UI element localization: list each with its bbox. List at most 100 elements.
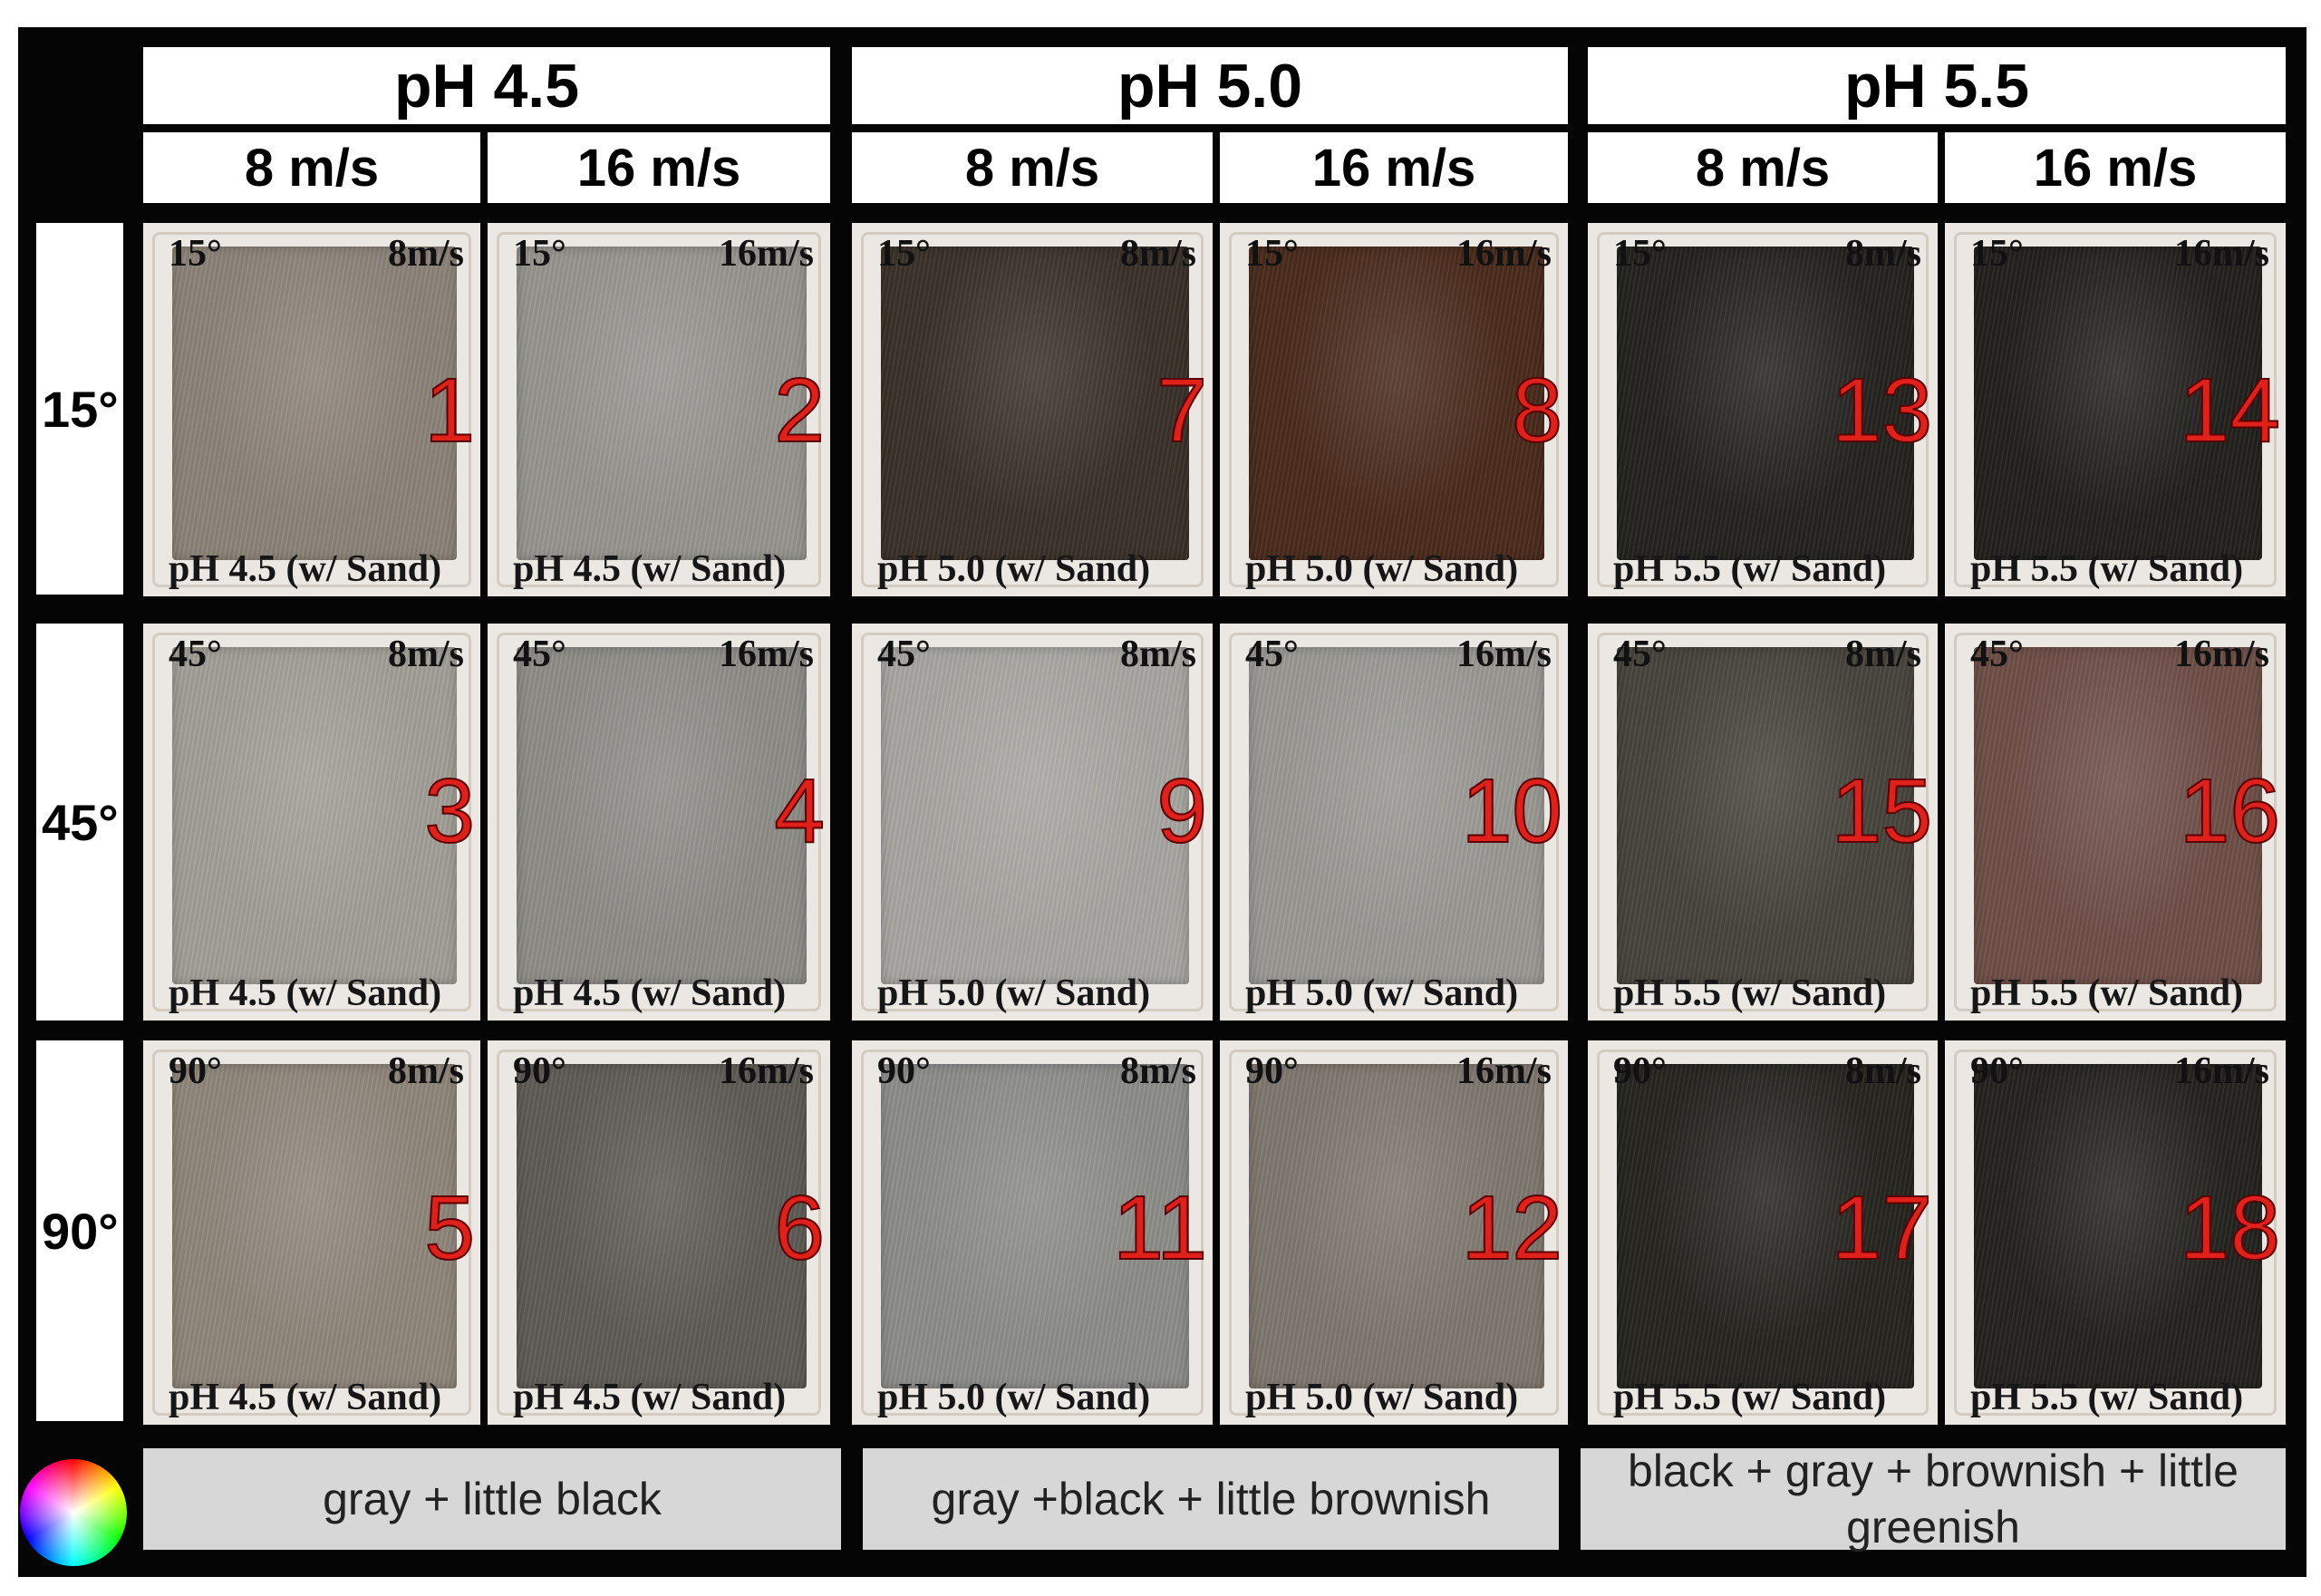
speed-header: 8 m/s [143, 132, 480, 203]
sample-number: 15 [1831, 759, 1933, 863]
photo-speed-label: 8m/s [388, 1050, 464, 1092]
sample-coupon [1974, 247, 2262, 560]
sample-photo: 45° 16m/s pH 5.5 (w/ Sand) 16 [1945, 624, 2286, 1020]
sample-photo: 15° 8m/s pH 4.5 (w/ Sand) 1 [143, 223, 480, 596]
sample-photo: 45° 8m/s pH 4.5 (w/ Sand) 3 [143, 624, 480, 1020]
description-box: black + gray + brownish + little greenis… [1581, 1446, 2286, 1552]
sample-photo: 90° 8m/s pH 5.5 (w/ Sand) 17 [1588, 1040, 1938, 1425]
sample-frame [861, 232, 1204, 587]
sample-photo: 15° 16m/s pH 5.5 (w/ Sand) 14 [1945, 223, 2286, 596]
ph-header: pH 5.0 [852, 47, 1568, 124]
ph-header: pH 5.5 [1588, 47, 2286, 124]
sample-number: 6 [773, 1176, 826, 1280]
photo-sample-label: pH 5.5 (w/ Sand) [1970, 972, 2244, 1014]
photo-speed-label: 8m/s [1845, 634, 1921, 675]
photo-sample-label: pH 4.5 (w/ Sand) [169, 1377, 442, 1418]
photo-angle-label: 90° [877, 1050, 931, 1092]
photo-sample-label: pH 5.5 (w/ Sand) [1970, 548, 2244, 590]
speed-header: 8 m/s [1588, 132, 1938, 203]
sample-frame [1597, 1049, 1929, 1416]
photo-angle-label: 45° [1613, 634, 1667, 675]
angle-header: 90° [36, 1040, 123, 1421]
photo-sample-label: pH 4.5 (w/ Sand) [169, 548, 442, 590]
sample-frame [497, 1049, 821, 1416]
sample-number: 2 [773, 359, 826, 462]
sample-coupon [172, 647, 457, 984]
photo-sample-label: pH 5.0 (w/ Sand) [1245, 1377, 1519, 1418]
sample-number: 16 [2179, 759, 2281, 863]
sample-number: 4 [773, 759, 826, 863]
photo-angle-label: 15° [1613, 233, 1667, 275]
sample-coupon [881, 1064, 1189, 1388]
photo-speed-label: 16m/s [1456, 634, 1552, 675]
sample-frame [1597, 232, 1929, 587]
sample-number: 9 [1156, 759, 1208, 863]
photo-angle-label: 90° [513, 1050, 566, 1092]
sample-coupon [1617, 247, 1914, 560]
sample-coupon [1617, 1064, 1914, 1388]
sample-number: 5 [423, 1176, 476, 1280]
photo-angle-label: 90° [1613, 1050, 1667, 1092]
sample-photo: 45° 8m/s pH 5.5 (w/ Sand) 15 [1588, 624, 1938, 1020]
sample-number: 12 [1461, 1176, 1563, 1280]
sample-number: 8 [1511, 359, 1563, 462]
photo-sample-label: pH 4.5 (w/ Sand) [513, 1377, 787, 1418]
sample-frame [1229, 633, 1559, 1011]
sample-photo: 15° 8m/s pH 5.5 (w/ Sand) 13 [1588, 223, 1938, 596]
description-box: gray + little black [143, 1448, 841, 1550]
photo-sample-label: pH 5.0 (w/ Sand) [877, 1377, 1151, 1418]
angle-header: 15° [36, 223, 123, 595]
sample-coupon [172, 247, 457, 560]
sample-coupon [517, 1064, 807, 1388]
sample-photo: 90° 16m/s pH 4.5 (w/ Sand) 6 [488, 1040, 830, 1425]
photo-sample-label: pH 5.0 (w/ Sand) [1245, 972, 1519, 1014]
photo-sample-label: pH 4.5 (w/ Sand) [513, 548, 787, 590]
sample-photo: 90° 8m/s pH 5.0 (w/ Sand) 11 [852, 1040, 1213, 1425]
photo-angle-label: 45° [169, 634, 222, 675]
photo-speed-label: 8m/s [388, 634, 464, 675]
sample-frame [861, 1049, 1204, 1416]
sample-frame [1954, 232, 2277, 587]
photo-angle-label: 15° [513, 233, 566, 275]
sample-coupon [1617, 647, 1914, 984]
sample-photo: 15° 8m/s pH 5.0 (w/ Sand) 7 [852, 223, 1213, 596]
sample-coupon [881, 247, 1189, 560]
photo-sample-label: pH 5.5 (w/ Sand) [1613, 1377, 1887, 1418]
sample-frame [152, 633, 471, 1011]
sample-coupon [1249, 247, 1544, 560]
sample-frame [1597, 633, 1929, 1011]
photo-speed-label: 8m/s [388, 233, 464, 275]
photo-speed-label: 16m/s [1456, 233, 1552, 275]
photo-sample-label: pH 5.0 (w/ Sand) [877, 972, 1151, 1014]
photo-speed-label: 8m/s [1120, 634, 1196, 675]
photo-speed-label: 16m/s [719, 1050, 814, 1092]
photo-angle-label: 15° [1970, 233, 2024, 275]
photo-speed-label: 16m/s [719, 233, 814, 275]
sample-number: 14 [2179, 359, 2281, 462]
photo-sample-label: pH 5.0 (w/ Sand) [877, 548, 1151, 590]
photo-sample-label: pH 4.5 (w/ Sand) [169, 972, 442, 1014]
photo-speed-label: 16m/s [2174, 1050, 2269, 1092]
sample-frame [152, 232, 471, 587]
sample-number: 1 [423, 359, 476, 462]
sample-frame [1229, 1049, 1559, 1416]
sample-photo: 15° 16m/s pH 4.5 (w/ Sand) 2 [488, 223, 830, 596]
photo-angle-label: 15° [169, 233, 222, 275]
sample-frame [1229, 232, 1559, 587]
speed-header: 16 m/s [1945, 132, 2286, 203]
sample-number: 18 [2179, 1176, 2281, 1280]
photo-sample-label: pH 5.5 (w/ Sand) [1613, 972, 1887, 1014]
sample-frame [1954, 1049, 2277, 1416]
sample-coupon [881, 647, 1189, 984]
photo-speed-label: 8m/s [1120, 233, 1196, 275]
ph-header: pH 4.5 [143, 47, 830, 124]
photo-angle-label: 90° [169, 1050, 222, 1092]
photo-angle-label: 15° [1245, 233, 1299, 275]
sample-coupon [517, 647, 807, 984]
photo-angle-label: 45° [877, 634, 931, 675]
speed-header: 16 m/s [488, 132, 830, 203]
photo-sample-label: pH 5.0 (w/ Sand) [1245, 548, 1519, 590]
photo-sample-label: pH 5.5 (w/ Sand) [1613, 548, 1887, 590]
sample-coupon [1249, 1064, 1544, 1388]
sample-frame [497, 232, 821, 587]
